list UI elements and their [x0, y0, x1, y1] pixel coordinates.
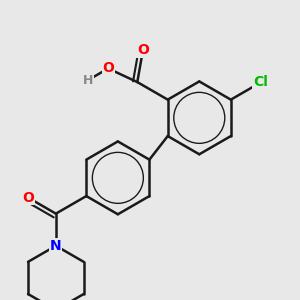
Text: O: O: [22, 190, 34, 205]
Text: Cl: Cl: [253, 76, 268, 89]
Text: O: O: [102, 61, 114, 76]
Text: N: N: [50, 239, 62, 253]
Text: N: N: [50, 239, 62, 253]
Text: O: O: [137, 44, 149, 57]
Text: H: H: [82, 74, 93, 87]
